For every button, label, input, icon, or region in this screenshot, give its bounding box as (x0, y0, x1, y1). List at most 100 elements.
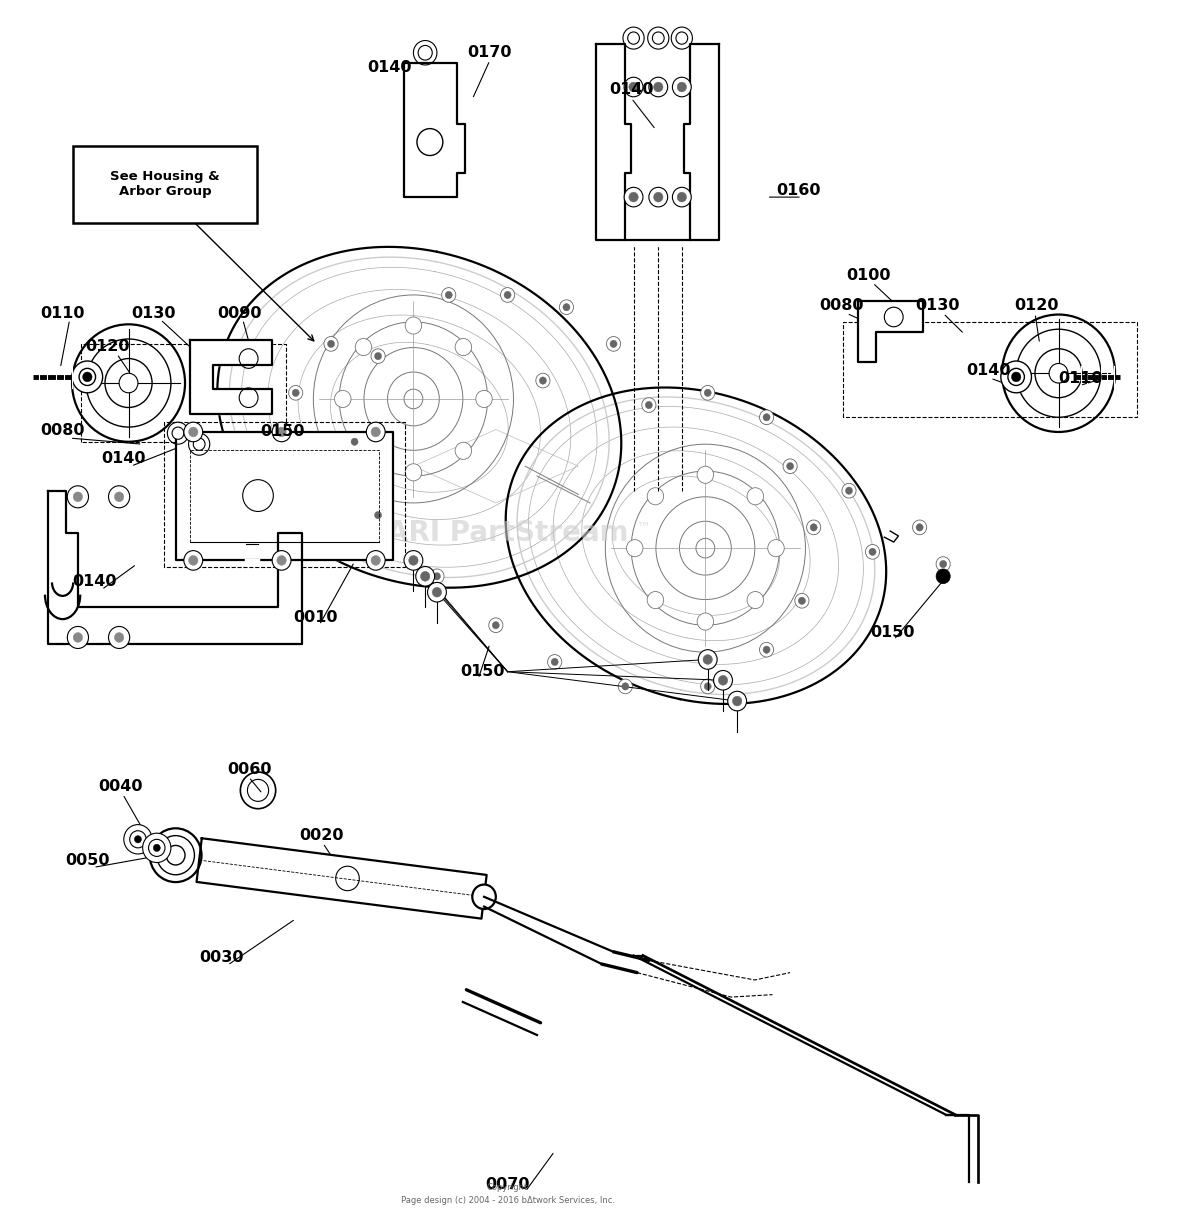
Circle shape (441, 288, 455, 303)
Circle shape (763, 646, 771, 653)
Circle shape (189, 555, 198, 565)
Circle shape (622, 683, 629, 690)
Text: 0050: 0050 (65, 852, 110, 868)
Circle shape (714, 671, 733, 690)
Circle shape (114, 633, 124, 642)
Circle shape (841, 483, 855, 498)
Text: 0140: 0140 (72, 574, 117, 588)
Circle shape (628, 32, 640, 44)
Circle shape (677, 82, 687, 92)
Circle shape (500, 288, 514, 303)
Circle shape (703, 655, 713, 664)
Circle shape (347, 434, 361, 449)
Circle shape (184, 422, 203, 441)
Circle shape (536, 373, 550, 387)
Polygon shape (625, 240, 690, 246)
Text: 0080: 0080 (40, 423, 85, 438)
Circle shape (366, 422, 385, 441)
Circle shape (124, 825, 152, 855)
Circle shape (293, 389, 300, 396)
Circle shape (445, 292, 452, 299)
Text: 0110: 0110 (1058, 370, 1103, 386)
Circle shape (747, 488, 763, 505)
Circle shape (355, 338, 372, 356)
Text: 0030: 0030 (199, 950, 243, 965)
Circle shape (701, 679, 715, 694)
Text: 0150: 0150 (870, 625, 914, 640)
Circle shape (472, 884, 496, 908)
Circle shape (1049, 363, 1068, 383)
Circle shape (1011, 371, 1021, 381)
Circle shape (153, 845, 160, 852)
Circle shape (624, 188, 643, 207)
Circle shape (328, 341, 335, 347)
Text: 0110: 0110 (40, 305, 85, 321)
Circle shape (109, 626, 130, 649)
Circle shape (697, 466, 714, 483)
Text: 0020: 0020 (300, 828, 343, 843)
Circle shape (350, 438, 358, 445)
Text: 0140: 0140 (609, 82, 654, 97)
Circle shape (67, 485, 88, 508)
Circle shape (73, 492, 83, 501)
Circle shape (704, 683, 712, 690)
Text: ™: ™ (637, 520, 651, 535)
Polygon shape (48, 490, 302, 644)
Circle shape (277, 555, 287, 565)
Circle shape (763, 413, 771, 421)
Circle shape (649, 188, 668, 207)
Polygon shape (176, 432, 393, 560)
Circle shape (627, 539, 643, 557)
Circle shape (433, 573, 440, 580)
Circle shape (194, 438, 205, 450)
Circle shape (420, 571, 430, 581)
Circle shape (642, 397, 656, 412)
Circle shape (645, 401, 653, 408)
Text: 0130: 0130 (914, 298, 959, 314)
Circle shape (371, 508, 385, 522)
Circle shape (676, 32, 688, 44)
Circle shape (784, 459, 798, 473)
Circle shape (1001, 360, 1031, 392)
Circle shape (618, 679, 632, 694)
Circle shape (504, 292, 511, 299)
Circle shape (697, 613, 714, 630)
Circle shape (432, 587, 441, 597)
Circle shape (629, 82, 638, 92)
Circle shape (673, 77, 691, 97)
Text: 0120: 0120 (1014, 298, 1058, 314)
Circle shape (624, 77, 643, 97)
Circle shape (768, 539, 785, 557)
Polygon shape (858, 302, 923, 362)
Circle shape (189, 427, 198, 436)
Circle shape (649, 77, 668, 97)
Circle shape (811, 524, 818, 531)
Circle shape (647, 591, 663, 608)
Text: See Housing &
Arbor Group: See Housing & Arbor Group (110, 170, 219, 199)
Circle shape (787, 462, 794, 470)
Circle shape (865, 544, 879, 559)
Circle shape (728, 691, 747, 711)
Circle shape (653, 32, 664, 44)
Polygon shape (197, 839, 486, 918)
Circle shape (324, 337, 339, 351)
Circle shape (415, 566, 434, 586)
Circle shape (335, 390, 350, 407)
Circle shape (418, 45, 432, 60)
Circle shape (119, 373, 138, 392)
Text: 0070: 0070 (485, 1177, 530, 1192)
Polygon shape (190, 341, 273, 413)
Circle shape (677, 192, 687, 202)
Circle shape (760, 409, 774, 424)
Circle shape (551, 658, 558, 666)
Text: 0140: 0140 (101, 451, 146, 466)
Circle shape (607, 337, 621, 351)
Text: 0160: 0160 (776, 184, 820, 199)
Circle shape (430, 569, 444, 584)
Circle shape (405, 463, 421, 481)
Text: Copyright: Copyright (487, 1183, 529, 1193)
Circle shape (408, 555, 418, 565)
Circle shape (371, 348, 385, 363)
Circle shape (83, 371, 92, 381)
Circle shape (366, 550, 385, 570)
